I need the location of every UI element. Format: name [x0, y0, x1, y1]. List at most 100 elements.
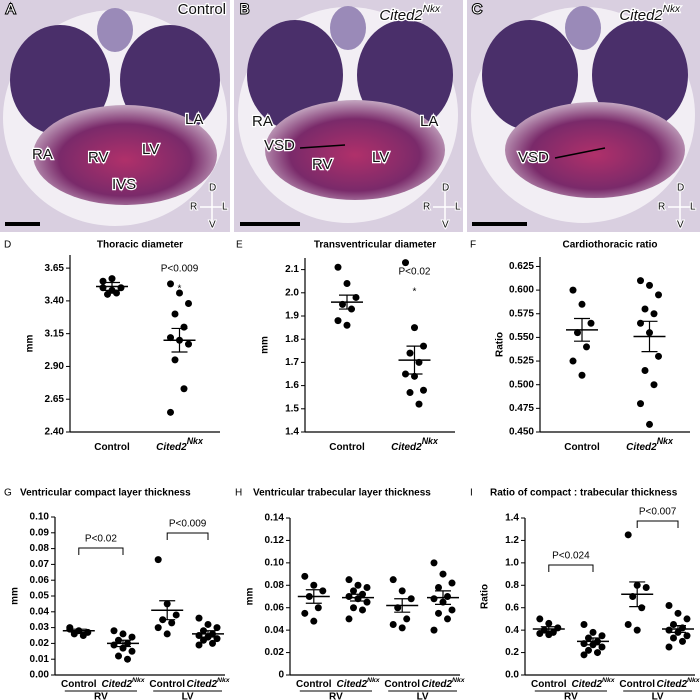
- data-point: [180, 385, 188, 393]
- data-point: [403, 615, 411, 623]
- compass-label: D: [442, 183, 449, 194]
- category-text: Cited2: [626, 442, 657, 453]
- chart-title: Ratio of compact : trabecular thickness: [490, 488, 678, 499]
- y-tick-label: 0.4: [505, 625, 519, 636]
- data-point: [363, 598, 371, 606]
- sem-bar: [115, 639, 131, 648]
- category-text: Cited2: [391, 442, 422, 453]
- comparison-bracket: [166, 532, 209, 540]
- y-tick-label: 0.575: [509, 308, 534, 319]
- y-tick-label: 0: [278, 670, 284, 681]
- panel-letter: A: [6, 1, 16, 17]
- data-point: [402, 370, 409, 378]
- y-tick-label: 0.12: [265, 535, 285, 546]
- data-point: [536, 615, 544, 623]
- data-point: [580, 651, 588, 659]
- chart-title: Cardiothoracic ratio: [562, 240, 657, 251]
- chart-title: Transventricular diameter: [314, 240, 436, 251]
- y-tick-label: 0.500: [509, 379, 534, 390]
- y-tick-label: 0.600: [509, 285, 534, 296]
- x-category-label: Cited2Nkx: [336, 677, 380, 690]
- x-category-label: Cited2Nkx: [186, 677, 230, 690]
- y-tick-label: 2.90: [45, 361, 65, 372]
- category-text: Cited2: [571, 679, 602, 690]
- data-point: [642, 584, 650, 592]
- y-tick-label: 0.10: [265, 557, 285, 568]
- data-point: [110, 641, 118, 649]
- data-point: [415, 400, 423, 408]
- region-label: RA: [32, 146, 53, 163]
- data-point: [345, 576, 353, 584]
- data-point: [637, 277, 644, 285]
- data-point: [314, 604, 322, 612]
- data-point: [439, 570, 447, 578]
- data-point: [171, 310, 179, 318]
- data-point: [430, 559, 438, 567]
- panel-letter: B: [240, 1, 249, 17]
- p-value: P<0.009: [169, 519, 207, 530]
- p-value: P<0.02: [85, 534, 117, 545]
- data-point: [398, 624, 406, 632]
- category-text: Control: [619, 679, 655, 690]
- pointer: [554, 147, 606, 159]
- category-sup: Nkx: [367, 677, 381, 684]
- data-point: [343, 321, 351, 329]
- sem-bar: [435, 590, 451, 605]
- data-point: [674, 609, 682, 617]
- data-point: [655, 352, 662, 360]
- y-tick-label: 1.0: [505, 557, 519, 568]
- y-tick-label: 0.08: [265, 580, 285, 591]
- data-point: [578, 300, 586, 308]
- group-label: LV: [652, 692, 664, 700]
- data-point: [444, 593, 451, 600]
- lung: [592, 20, 688, 130]
- data-point: [301, 572, 309, 580]
- region-label: VSD: [518, 149, 549, 166]
- panel-letter: E: [236, 240, 243, 251]
- data-point: [172, 611, 180, 619]
- compass: [200, 192, 224, 222]
- data-point: [430, 626, 438, 634]
- data-point: [569, 286, 577, 294]
- y-tick-label: 0.2: [505, 647, 519, 658]
- category-text: Cited2: [186, 679, 217, 690]
- data-point: [167, 280, 174, 288]
- data-point: [334, 263, 342, 271]
- data-point: [650, 310, 658, 318]
- category-text: Control: [564, 442, 600, 453]
- data-point: [115, 652, 122, 660]
- data-point: [180, 323, 188, 331]
- y-tick-label: 0.8: [505, 580, 519, 591]
- data-point: [128, 633, 136, 641]
- data-point: [363, 584, 371, 592]
- data-point: [430, 595, 438, 603]
- y-tick-label: 1.2: [505, 535, 519, 546]
- data-point: [683, 615, 691, 623]
- data-point: [624, 621, 632, 629]
- compass-label: L: [690, 202, 696, 213]
- data-point: [350, 604, 357, 612]
- x-category-label: Cited2Nkx: [656, 677, 700, 690]
- p-value: P<0.024: [552, 551, 590, 562]
- sem-bar: [540, 626, 557, 632]
- data-point: [124, 655, 131, 663]
- data-point: [128, 647, 136, 655]
- panel-letter: F: [470, 240, 476, 251]
- x-category-label: Cited2Nkx: [421, 677, 465, 690]
- data-point: [389, 621, 397, 629]
- compass-label: L: [455, 202, 461, 213]
- compass-label: D: [677, 183, 684, 194]
- region-label: VSD: [264, 137, 295, 154]
- data-point: [679, 637, 686, 645]
- title-text: Cited2: [379, 7, 423, 24]
- data-point: [580, 621, 588, 629]
- category-sup: Nkx: [132, 677, 146, 684]
- data-point: [209, 639, 216, 647]
- data-point: [213, 624, 221, 632]
- data-point: [670, 621, 677, 629]
- data-point: [650, 381, 658, 389]
- category-sup: Nkx: [687, 677, 700, 684]
- category-sup: Nkx: [187, 436, 204, 446]
- region-label: LV: [372, 149, 389, 166]
- x-category-label: Control: [329, 442, 365, 453]
